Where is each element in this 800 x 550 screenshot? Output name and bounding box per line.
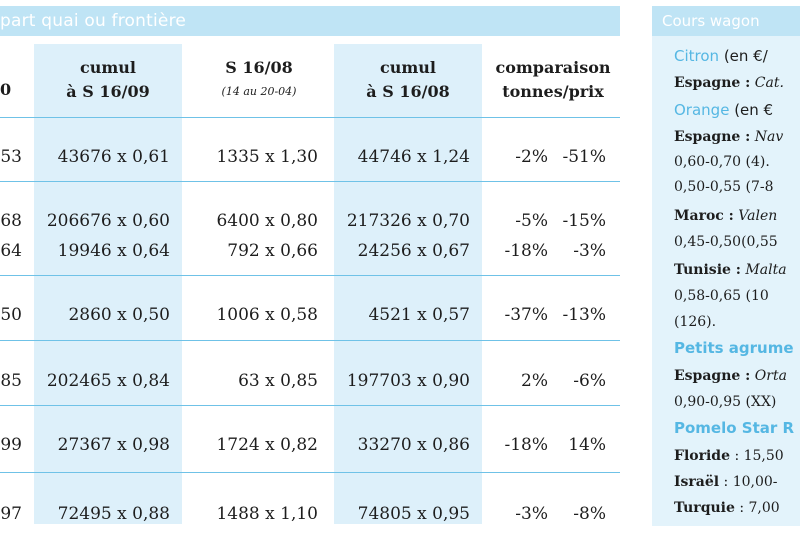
side-panel-line: (126). bbox=[674, 314, 717, 330]
header-col0: 0 bbox=[0, 80, 12, 99]
side-panel-line: Pomelo Star R bbox=[674, 419, 795, 437]
cell-tonnes: 2% bbox=[521, 371, 548, 391]
cell-tonnes: -37% bbox=[504, 305, 548, 325]
side-panel-line: 0,90-0,95 (XX) bbox=[674, 394, 777, 410]
cell-cumul-09: 43676 x 0,61 bbox=[57, 147, 170, 167]
cell-prix: -51% bbox=[562, 147, 606, 167]
side-panel-line: 0,45-0,50(0,55 bbox=[674, 234, 778, 250]
side-panel-line: Citron (en €/ bbox=[674, 47, 768, 65]
cell-col0: 68 bbox=[0, 211, 22, 231]
cell-col0: 97 bbox=[0, 504, 22, 524]
cell-cumul-08: 4521 x 0,57 bbox=[368, 305, 470, 325]
side-panel-header bbox=[652, 6, 800, 36]
cell-week-08: 1724 x 0,82 bbox=[216, 435, 318, 455]
cell-week-08: 1335 x 1,30 bbox=[216, 147, 318, 167]
cell-tonnes: -2% bbox=[515, 147, 548, 167]
column-shade-cumul-08 bbox=[334, 44, 482, 524]
side-panel-line: Turquie : 7,00 bbox=[674, 500, 780, 516]
cell-prix: -8% bbox=[573, 504, 606, 524]
side-panel-line: Espagne : Cat. bbox=[674, 75, 784, 91]
cell-cumul-08: 24256 x 0,67 bbox=[357, 241, 470, 261]
cell-cumul-09: 206676 x 0,60 bbox=[46, 211, 170, 231]
side-panel-line: Espagne : Nav bbox=[674, 129, 784, 145]
side-panel-line: Petits agrume bbox=[674, 339, 794, 357]
cell-week-08: 1488 x 1,10 bbox=[216, 504, 318, 524]
side-panel-line: Tunisie : Malta bbox=[674, 262, 787, 278]
side-panel-line: Espagne : Orta bbox=[674, 368, 787, 384]
cell-cumul-08: 44746 x 1,24 bbox=[357, 147, 470, 167]
cell-col0: 53 bbox=[0, 147, 22, 167]
side-panel-line: Maroc : Valen bbox=[674, 208, 778, 224]
section-title-band bbox=[0, 6, 620, 36]
header-comparison: comparaison tonnes/prix bbox=[495, 58, 611, 101]
cell-col0: 64 bbox=[0, 241, 22, 261]
header-week-08: S 16/08 (14 au 20-04) bbox=[221, 58, 297, 98]
cell-prix: -15% bbox=[562, 211, 606, 231]
cell-tonnes: -18% bbox=[504, 435, 548, 455]
cell-col0: 85 bbox=[0, 371, 22, 391]
side-panel-line: 0,58-0,65 (10 bbox=[674, 288, 769, 304]
cell-cumul-08: 217326 x 0,70 bbox=[346, 211, 470, 231]
row-divider bbox=[0, 181, 620, 182]
cell-col0: 99 bbox=[0, 435, 22, 455]
cell-week-08: 6400 x 0,80 bbox=[216, 211, 318, 231]
side-panel-line: Israël : 10,00- bbox=[674, 474, 778, 490]
cell-tonnes: -5% bbox=[515, 211, 548, 231]
row-divider bbox=[0, 472, 620, 473]
cell-cumul-08: 33270 x 0,86 bbox=[357, 435, 470, 455]
cell-cumul-09: 202465 x 0,84 bbox=[46, 371, 170, 391]
side-panel-line: 0,60-0,70 (4). bbox=[674, 154, 770, 170]
side-panel: Cours wagon Citron (en €/ Espagne : Cat. O… bbox=[652, 6, 800, 526]
cell-tonnes: -18% bbox=[504, 241, 548, 261]
column-shade-cumul-09 bbox=[34, 44, 182, 524]
row-divider bbox=[0, 117, 620, 118]
row-divider bbox=[0, 275, 620, 276]
cell-cumul-08: 74805 x 0,95 bbox=[357, 504, 470, 524]
cell-cumul-08: 197703 x 0,90 bbox=[346, 371, 470, 391]
cell-cumul-09: 72495 x 0,88 bbox=[57, 504, 170, 524]
cell-prix: -13% bbox=[562, 305, 606, 325]
side-panel-line: 0,50-0,55 (7-8 bbox=[674, 179, 774, 195]
cell-cumul-09: 27367 x 0,98 bbox=[57, 435, 170, 455]
cell-prix: -3% bbox=[573, 241, 606, 261]
side-panel-line: Orange (en € bbox=[674, 101, 774, 119]
cell-prix: 14% bbox=[568, 435, 606, 455]
cell-tonnes: -3% bbox=[515, 504, 548, 524]
cell-cumul-09: 2860 x 0,50 bbox=[68, 305, 170, 325]
row-divider bbox=[0, 405, 620, 406]
cell-week-08: 1006 x 0,58 bbox=[216, 305, 318, 325]
header-cumul-08: cumul à S 16/08 bbox=[366, 58, 450, 101]
cell-prix: -6% bbox=[573, 371, 606, 391]
cell-week-08: 792 x 0,66 bbox=[227, 241, 318, 261]
section-title: part quai ou frontière bbox=[0, 11, 187, 31]
side-panel-line: Floride : 15,50 bbox=[674, 448, 784, 464]
cell-col0: 50 bbox=[0, 305, 22, 325]
cell-week-08: 63 x 0,85 bbox=[238, 371, 318, 391]
side-panel-title: Cours wagon bbox=[662, 12, 760, 30]
cell-cumul-09: 19946 x 0,64 bbox=[57, 241, 170, 261]
header-cumul-09: cumul à S 16/09 bbox=[66, 58, 150, 101]
row-divider bbox=[0, 340, 620, 341]
